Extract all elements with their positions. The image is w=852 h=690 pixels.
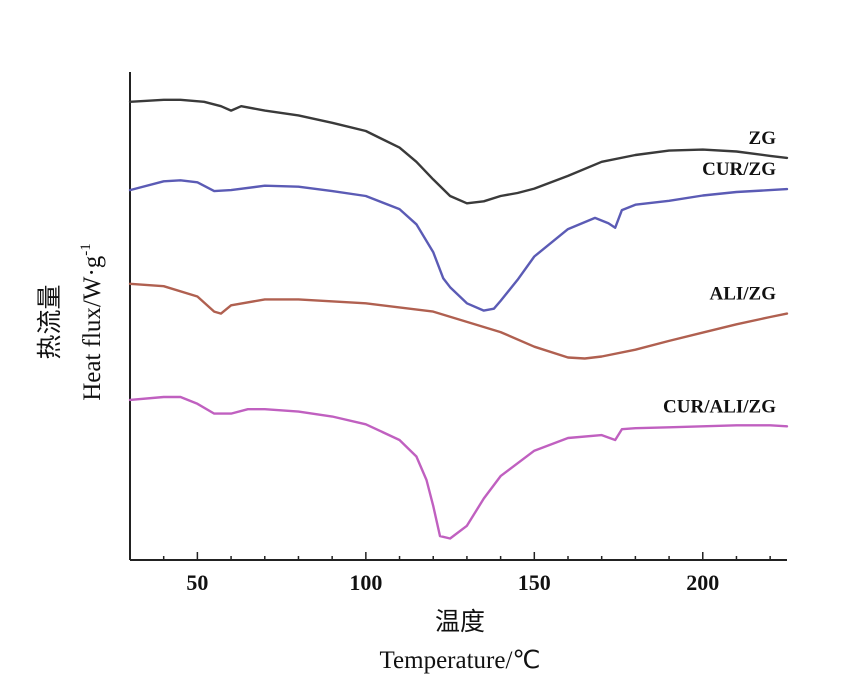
series-line-zg	[128, 98, 789, 205]
y-axis-title-exponent: -1	[78, 243, 94, 256]
x-tick-label: 50	[186, 570, 208, 595]
series-line-ali-zg	[128, 282, 789, 360]
series-label: ZG	[749, 128, 777, 149]
x-axis-title: Temperature/℃	[380, 647, 541, 674]
series-label: CUR/ALI/ZG	[663, 396, 776, 417]
series-line-cur-zg	[128, 179, 789, 312]
series-label: CUR/ZG	[702, 159, 776, 180]
y-axis-title-group: Heat flux/W·g-1	[78, 243, 106, 401]
x-ticks: 50 100 150 200	[162, 552, 771, 595]
y-axis-title-cn-group: 热流量	[36, 284, 64, 359]
y-axis-title-cn: 热流量	[36, 284, 64, 359]
y-axis-title-main: Heat flux/W·g	[79, 255, 106, 401]
x-tick-label: 200	[686, 570, 719, 595]
plot-area: 50 100 150 200 ZG CUR/ZG ALI/ZG CUR/ALI/ZG	[128, 72, 789, 595]
x-tick-label: 100	[349, 570, 382, 595]
x-axis-title-cn: 温度	[435, 608, 485, 636]
y-axis-title: Heat flux/W·g-1	[78, 243, 106, 401]
series-line-cur-ali-zg	[128, 395, 789, 540]
series-label: ALI/ZG	[709, 284, 776, 305]
x-tick-label: 150	[518, 570, 551, 595]
series-labels: ZG CUR/ZG ALI/ZG CUR/ALI/ZG	[663, 128, 776, 417]
series-group	[128, 98, 789, 540]
